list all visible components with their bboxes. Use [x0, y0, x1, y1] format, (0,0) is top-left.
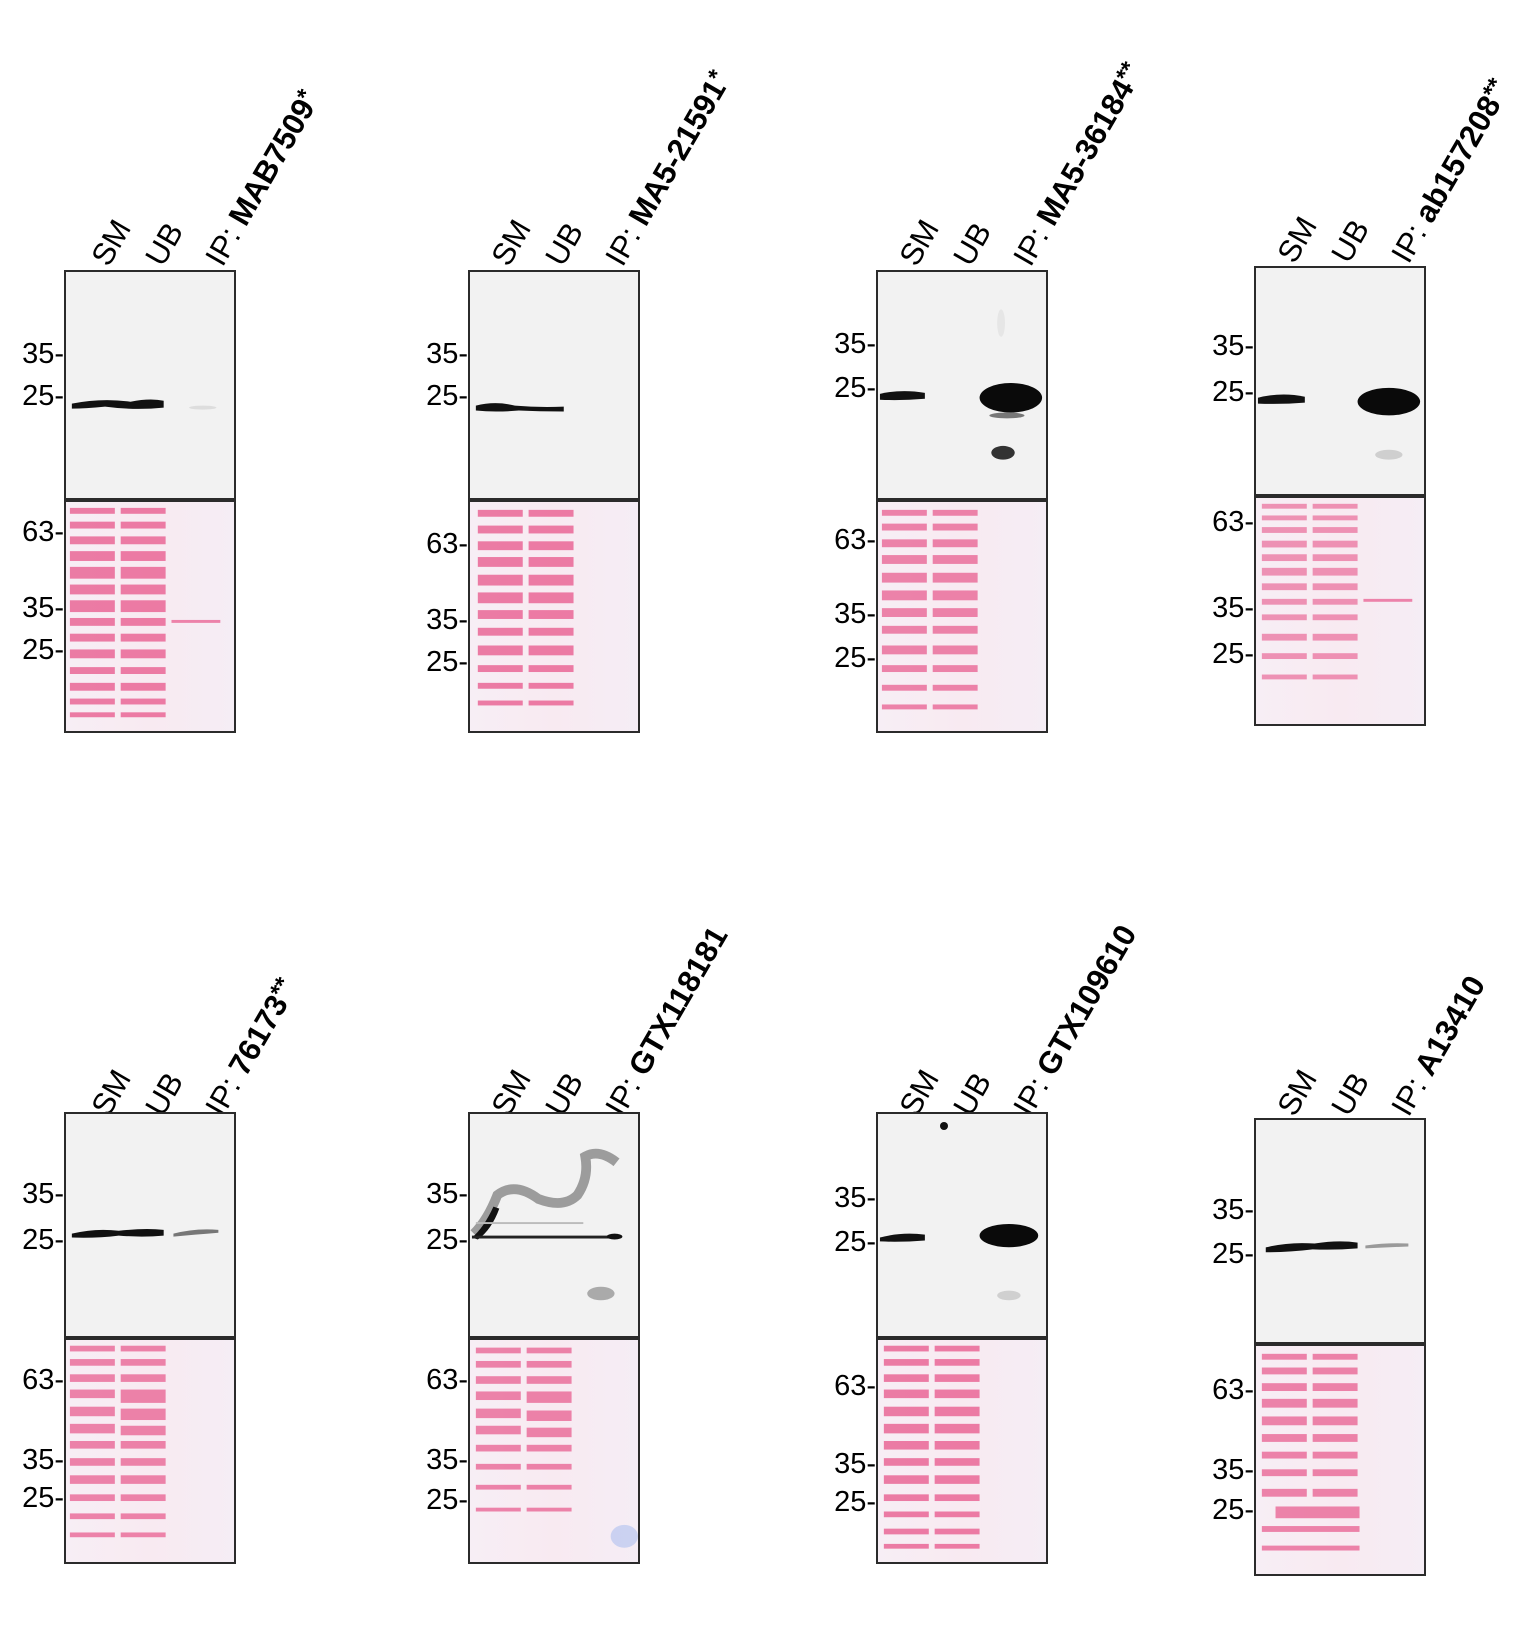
lane-header: SM UB IP: ab157208** — [1190, 0, 1520, 270]
mw-marker: 25- — [22, 1482, 64, 1514]
lane-label-ip: IP: ab157208** — [1384, 73, 1511, 269]
lane-label-sm: SM — [892, 213, 946, 272]
lane-label-ip: IP: A13410 — [1384, 969, 1493, 1122]
blot-panel-ab157208: SM UB IP: ab157208** 35- 25- 63- 35- 25- — [1190, 0, 1520, 770]
mw-marker: 63- — [1212, 1374, 1254, 1406]
lane-label-sm: SM — [1270, 1063, 1324, 1122]
antibody-name: MAB7509 — [221, 92, 322, 232]
blot-panel-a13410: SM UB IP: A13410 35- 25- 63- 35- 25- — [1190, 850, 1520, 1620]
antibody-name: A13410 — [1407, 969, 1493, 1082]
blot-panel-gtx109610: SM UB IP: GTX109610 35- 25- 63- 35- 25- — [812, 850, 1144, 1620]
mw-marker: 35- — [1212, 592, 1254, 624]
mw-marker: 35- — [426, 1444, 468, 1476]
lane-header: SM UB IP: GTX118181 — [404, 850, 735, 1122]
mw-marker: 35- — [22, 1178, 64, 1210]
mw-marker: 25- — [22, 1224, 64, 1256]
mw-marker: 63- — [426, 1364, 468, 1396]
lane-header: SM UB IP: MA5-21591* — [404, 0, 734, 272]
ponceau-stain-image — [1254, 1344, 1426, 1576]
lane-label-ub: UB — [138, 216, 191, 272]
mw-marker: 25- — [426, 1224, 468, 1256]
lane-label-ub: UB — [1324, 1066, 1377, 1122]
ponceau-stain-image — [468, 500, 640, 733]
mw-marker: 25- — [22, 380, 64, 412]
lane-header: SM UB IP: A13410 — [1190, 850, 1520, 1122]
western-blot-image — [64, 270, 236, 500]
antibody-name: MA5-21591 — [621, 73, 733, 232]
lane-header: SM UB IP: GTX109610 — [812, 850, 1144, 1122]
mw-marker: 25- — [22, 634, 64, 666]
ponceau-stain-image — [64, 500, 236, 733]
lane-label-ip: IP: MAB7509* — [198, 84, 322, 272]
mw-marker: 25- — [1212, 638, 1254, 670]
mw-marker: 35- — [1212, 1194, 1254, 1226]
lane-label-sm: SM — [1270, 210, 1324, 269]
mw-marker: 63- — [834, 1370, 876, 1402]
mw-marker: 35- — [22, 1444, 64, 1476]
blot-panel-gtx118181: SM UB IP: GTX118181 35- 25- 63- 35- 25- — [404, 850, 735, 1620]
lane-label-ip: IP: 76173** — [198, 972, 298, 1122]
artifact-dot — [940, 1122, 948, 1130]
mw-marker: 35- — [426, 1178, 468, 1210]
western-blot-image — [876, 1112, 1048, 1338]
ponceau-stain-image — [468, 1338, 640, 1564]
mw-marker: 63- — [834, 524, 876, 556]
mw-marker: 35- — [426, 338, 468, 370]
lane-header: SM UB IP: 76173** — [0, 850, 330, 1122]
lane-label-ub: UB — [946, 216, 999, 272]
ponceau-stain-image — [876, 1338, 1048, 1564]
lane-label-ip: IP: MA5-36184** — [1006, 57, 1144, 272]
ponceau-stain-image — [64, 1338, 236, 1564]
mw-marker: 25- — [1212, 376, 1254, 408]
lane-label-ip: IP: GTX118181 — [598, 920, 735, 1122]
mw-marker: 35- — [22, 592, 64, 624]
mw-marker: 25- — [834, 642, 876, 674]
lane-label-ip: IP: MA5-21591* — [598, 65, 733, 272]
mw-marker: 35- — [834, 1448, 876, 1480]
mw-marker: 25- — [426, 380, 468, 412]
mw-marker: 25- — [834, 1226, 876, 1258]
lane-label-ip: IP: GTX109610 — [1006, 918, 1144, 1122]
mw-marker: 35- — [834, 598, 876, 630]
lane-header: SM UB IP: MAB7509* — [0, 0, 330, 272]
ponceau-stain-image — [876, 500, 1048, 733]
blot-panel-mab7509: SM UB IP: MAB7509* 35- 25- 63- 35- 25- — [0, 0, 330, 770]
blot-panel-ma5-21591: SM UB IP: MA5-21591* 35- 25- 63- 35- 25- — [404, 0, 734, 770]
mw-marker: 63- — [22, 516, 64, 548]
mw-marker: 35- — [426, 604, 468, 636]
mw-marker: 25- — [834, 1486, 876, 1518]
antibody-name: 76173 — [221, 989, 295, 1082]
mw-marker: 25- — [426, 1484, 468, 1516]
antibody-name: GTX118181 — [621, 920, 735, 1082]
lane-label-ub: UB — [538, 216, 591, 272]
mw-marker: 35- — [834, 328, 876, 360]
lane-header: SM UB IP: MA5-36184** — [812, 0, 1143, 272]
antibody-name: ab157208 — [1407, 89, 1508, 229]
ponceau-stain-image — [1254, 496, 1426, 726]
western-blot-image — [1254, 266, 1426, 496]
lane-label-ub: UB — [1324, 213, 1377, 269]
western-blot-image — [468, 270, 640, 500]
antibody-name: GTX109610 — [1029, 918, 1144, 1082]
mw-marker: 63- — [426, 528, 468, 560]
blot-panel-76173: SM UB IP: 76173** 35- 25- 63- 35- 25- — [0, 850, 330, 1620]
mw-marker: 25- — [834, 372, 876, 404]
western-blot-image — [64, 1112, 236, 1338]
mw-marker: 25- — [1212, 1494, 1254, 1526]
mw-marker: 35- — [1212, 330, 1254, 362]
western-blot-image — [468, 1112, 640, 1338]
western-blot-image — [1254, 1118, 1426, 1344]
lane-label-sm: SM — [484, 213, 538, 272]
mw-marker: 35- — [22, 338, 64, 370]
mw-marker: 63- — [22, 1364, 64, 1396]
mw-marker: 35- — [1212, 1454, 1254, 1486]
mw-marker: 25- — [426, 646, 468, 678]
mw-marker: 25- — [1212, 1238, 1254, 1270]
western-blot-image — [876, 270, 1048, 500]
mw-marker: 63- — [1212, 506, 1254, 538]
antibody-name: MA5-36184 — [1029, 73, 1141, 232]
lane-label-sm: SM — [84, 213, 138, 272]
mw-marker: 35- — [834, 1182, 876, 1214]
blot-panel-ma5-36184: SM UB IP: MA5-36184** 35- 25- 63- 35- 25… — [812, 0, 1143, 770]
